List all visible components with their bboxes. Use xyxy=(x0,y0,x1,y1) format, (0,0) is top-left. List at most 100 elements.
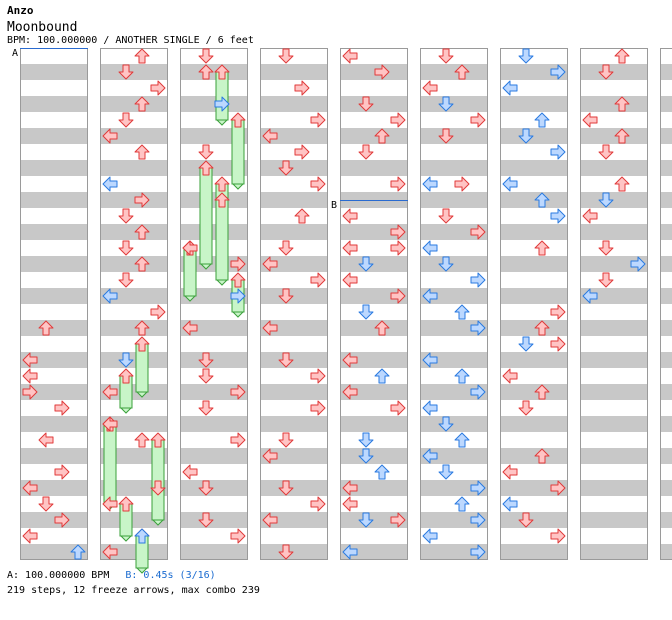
right-arrow-icon xyxy=(390,176,406,192)
up-arrow-icon xyxy=(534,384,550,400)
right-arrow-icon xyxy=(390,240,406,256)
down-arrow-icon xyxy=(38,496,54,512)
up-arrow-icon xyxy=(134,320,150,336)
left-arrow-icon xyxy=(342,208,358,224)
up-arrow-icon xyxy=(454,496,470,512)
beat-stripe xyxy=(180,512,248,528)
column-border xyxy=(100,48,168,560)
beat-stripe xyxy=(580,544,648,560)
up-arrow-icon xyxy=(134,96,150,112)
beat-stripe xyxy=(340,160,408,176)
up-arrow-icon xyxy=(454,432,470,448)
left-arrow-icon xyxy=(502,496,518,512)
beat-stripe xyxy=(180,480,248,496)
down-arrow-icon xyxy=(358,144,374,160)
beat-stripe xyxy=(260,256,328,272)
beat-stripe xyxy=(100,544,168,560)
beat-stripe xyxy=(340,224,408,240)
down-arrow-icon xyxy=(358,256,374,272)
freeze-head-arrow xyxy=(230,272,246,288)
beat-stripe xyxy=(500,352,568,368)
down-arrow-icon xyxy=(278,480,294,496)
right-arrow-icon xyxy=(390,224,406,240)
beat-stripe xyxy=(180,416,248,432)
left-arrow-icon xyxy=(102,128,118,144)
column-border xyxy=(340,48,408,560)
right-arrow-icon xyxy=(230,288,246,304)
right-arrow-icon xyxy=(470,544,486,560)
left-arrow-icon xyxy=(422,80,438,96)
left-arrow-icon xyxy=(182,320,198,336)
freeze-bar xyxy=(151,439,165,521)
column-border xyxy=(420,48,488,560)
up-arrow-icon xyxy=(454,368,470,384)
up-arrow-icon xyxy=(134,528,150,544)
beat-stripe xyxy=(580,320,648,336)
beat-stripe xyxy=(660,160,672,176)
column-border xyxy=(260,48,328,560)
beat-stripe xyxy=(340,64,408,80)
left-arrow-icon xyxy=(422,352,438,368)
beat-stripe xyxy=(340,384,408,400)
freeze-head-arrow xyxy=(214,176,230,192)
beat-stripe xyxy=(580,160,648,176)
beat-stripe xyxy=(20,64,88,80)
left-arrow-icon xyxy=(582,208,598,224)
right-arrow-icon xyxy=(150,80,166,96)
up-arrow-icon xyxy=(614,96,630,112)
beat-stripe xyxy=(180,288,248,304)
right-arrow-icon xyxy=(310,176,326,192)
column-border xyxy=(660,48,672,560)
right-arrow-icon xyxy=(310,368,326,384)
beat-stripe xyxy=(420,544,488,560)
beat-stripe xyxy=(500,320,568,336)
beat-stripe xyxy=(100,512,168,528)
down-arrow-icon xyxy=(198,368,214,384)
up-arrow-icon xyxy=(534,112,550,128)
up-arrow-icon xyxy=(294,208,310,224)
down-arrow-icon xyxy=(358,96,374,112)
left-arrow-icon xyxy=(422,288,438,304)
freeze-tail xyxy=(135,391,149,398)
left-arrow-icon xyxy=(262,320,278,336)
down-arrow-icon xyxy=(438,464,454,480)
left-arrow-icon xyxy=(342,352,358,368)
beat-stripe xyxy=(420,512,488,528)
marker-b-label: B xyxy=(331,200,338,211)
down-arrow-icon xyxy=(598,240,614,256)
beat-stripe xyxy=(500,480,568,496)
down-arrow-icon xyxy=(518,512,534,528)
right-arrow-icon xyxy=(470,480,486,496)
beat-stripe xyxy=(180,128,248,144)
right-arrow-icon xyxy=(310,400,326,416)
beat-stripe xyxy=(340,256,408,272)
right-arrow-icon xyxy=(310,272,326,288)
left-arrow-icon xyxy=(422,240,438,256)
beat-stripe xyxy=(180,352,248,368)
artist-name: Anzo xyxy=(7,4,34,17)
beat-stripe xyxy=(260,352,328,368)
right-arrow-icon xyxy=(390,112,406,128)
beat-stripe xyxy=(100,480,168,496)
freeze-head-arrow xyxy=(230,112,246,128)
beat-stripe xyxy=(100,96,168,112)
beat-stripe xyxy=(580,224,648,240)
left-arrow-icon xyxy=(22,480,38,496)
beat-stripe xyxy=(100,384,168,400)
freeze-bar xyxy=(103,423,117,505)
beat-stripe xyxy=(660,480,672,496)
freeze-tail xyxy=(231,183,245,190)
down-arrow-icon xyxy=(198,480,214,496)
down-arrow-icon xyxy=(438,128,454,144)
beat-stripe xyxy=(500,256,568,272)
bpm-a: A: 100.000000 BPM xyxy=(7,570,110,581)
beat-stripe xyxy=(20,256,88,272)
down-arrow-icon xyxy=(278,48,294,64)
beat-stripe xyxy=(580,288,648,304)
beat-stripe xyxy=(20,480,88,496)
right-arrow-icon xyxy=(230,432,246,448)
down-arrow-icon xyxy=(118,64,134,80)
right-arrow-icon xyxy=(470,384,486,400)
freeze-head-arrow xyxy=(118,368,134,384)
down-arrow-icon xyxy=(438,416,454,432)
